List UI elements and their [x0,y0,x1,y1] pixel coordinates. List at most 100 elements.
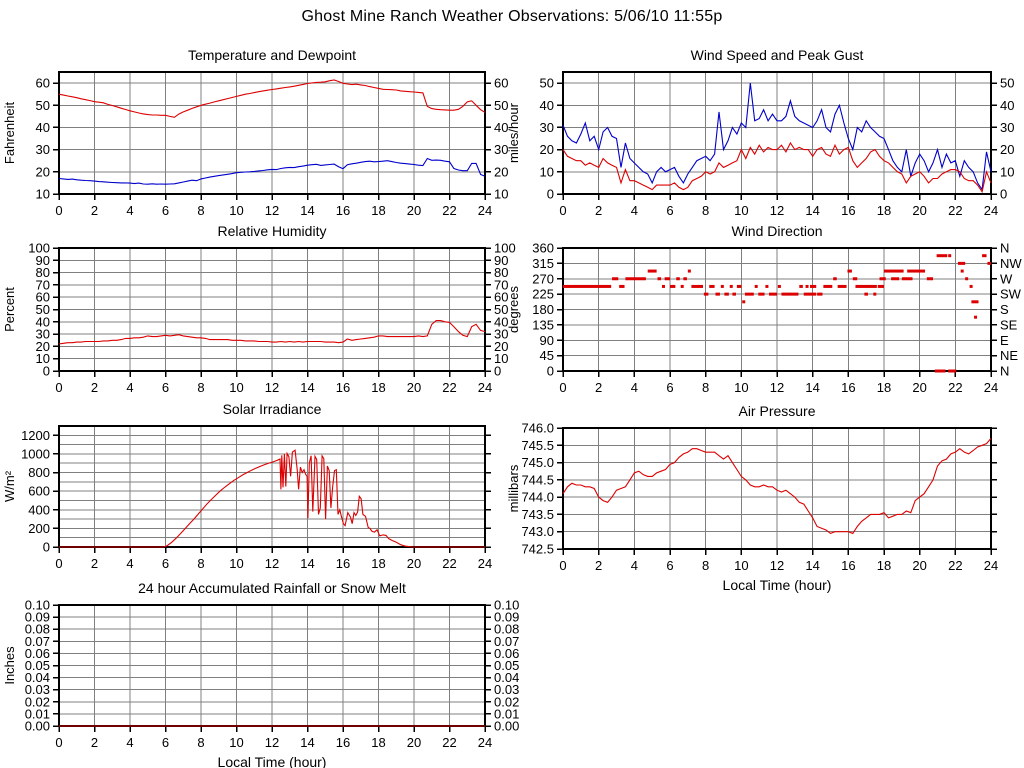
x-tick-label: 8 [197,380,204,395]
y-axis-label: degrees [506,286,521,333]
y-tick-label: 0.03 [25,682,50,697]
direction-mark [612,277,619,281]
x-tick-label: 22 [948,380,962,395]
direction-mark [884,269,904,273]
x-tick-label: 22 [442,735,456,750]
x-tick-label: 4 [126,380,133,395]
y-right-tick-label: 50 [494,98,508,113]
direction-mark [926,277,934,281]
y-tick-label: 20 [36,164,50,179]
y-right-tick-label: 90 [494,253,508,268]
direction-mark [691,284,703,288]
direction-mark [974,315,978,319]
y-right-tick-label: 0.04 [494,670,519,685]
y-tick-label: 0 [43,540,50,555]
x-tick-label: 2 [595,380,602,395]
y-right-tick-label: 0.05 [494,658,519,673]
x-tick-label: 16 [336,380,350,395]
x-tick-label: 4 [126,203,133,218]
x-tick-label: 0 [55,735,62,750]
x-tick-label: 6 [162,556,169,571]
y-tick-label: 743.5 [521,507,554,522]
grid [59,72,485,194]
x-tick-label: 12 [265,203,279,218]
x-tick-label: 24 [478,380,492,395]
y-tick-label: 100 [28,241,50,256]
y-tick-label: 744.0 [521,490,554,505]
y-tick-label: 60 [36,290,50,305]
x-tick-label: 20 [912,203,926,218]
x-tick-label: 2 [595,203,602,218]
axis-ticks [53,604,491,732]
direction-mark [809,284,817,288]
direction-mark [661,284,665,288]
y-tick-label: 40 [540,98,554,113]
axis-ticks [53,247,491,377]
y-tick-label: 746.0 [521,421,554,436]
direction-mark [729,284,733,288]
y-tick-label: 30 [36,142,50,157]
y-tick-label: 45 [540,348,554,363]
direction-mark [877,284,884,288]
series-air-pressure [562,438,992,535]
y-tick-label: 90 [36,253,50,268]
x-tick-label: 6 [666,203,673,218]
direction-mark [736,284,742,288]
y-tick-label: 0.10 [25,598,50,613]
x-tick-label: 12 [265,735,279,750]
axis-ticks [557,247,997,377]
y-right-tick-label: 0.01 [494,706,519,721]
y-tick-label: 0 [547,187,554,202]
y-tick-label: 315 [532,256,554,271]
y-tick-label: 744.5 [521,472,554,487]
x-tick-label: 2 [595,558,602,573]
grid [59,426,485,547]
y-right-tick-label: 10 [1000,164,1014,179]
y-right-tick-label: 20 [1000,142,1014,157]
grid [59,605,485,726]
x-tick-label: 14 [805,380,819,395]
series-solar-irradiance [59,449,485,548]
y-tick-label: 270 [532,271,554,286]
x-tick-label: 16 [336,735,350,750]
y-right-tick-label: 30 [494,142,508,157]
x-tick-label: 12 [265,380,279,395]
x-tick-label: 24 [984,380,998,395]
y-tick-label: 40 [36,314,50,329]
y-tick-label: 70 [36,277,50,292]
x-tick-label: 4 [631,558,638,573]
y-tick-label: 745.0 [521,455,554,470]
series-wind-direction [563,254,991,373]
x-tick-label: 2 [91,380,98,395]
x-tick-label: 22 [442,203,456,218]
x-tick-label: 10 [229,556,243,571]
direction-mark [873,292,877,296]
grid [563,428,991,549]
y-right-tick-label: NE [1000,348,1018,363]
x-tick-label: 8 [197,556,204,571]
y-tick-label: 743.0 [521,524,554,539]
direction-mark [657,277,662,281]
series-wind-speed [562,141,992,194]
series-peak-gust [562,83,992,192]
x-tick-label: 22 [948,203,962,218]
y-axis-label: Fahrenheit [2,102,17,165]
x-tick-label: 16 [336,556,350,571]
y-tick-label: 180 [532,302,554,317]
series-relative-humidity [58,320,486,345]
direction-mark [754,284,758,288]
axis-ticks [53,82,491,200]
direction-mark [563,284,612,288]
x-tick-label: 8 [702,380,709,395]
y-right-tick-label: 0 [1000,187,1007,202]
y-tick-label: 10 [540,164,554,179]
x-tick-label: 14 [805,203,819,218]
direction-mark [768,292,777,296]
x-tick-label: 10 [734,203,748,218]
y-tick-label: 225 [532,287,554,302]
direction-mark [891,277,900,281]
x-tick-label: 24 [478,556,492,571]
y-axis-label: W/m² [2,470,17,502]
